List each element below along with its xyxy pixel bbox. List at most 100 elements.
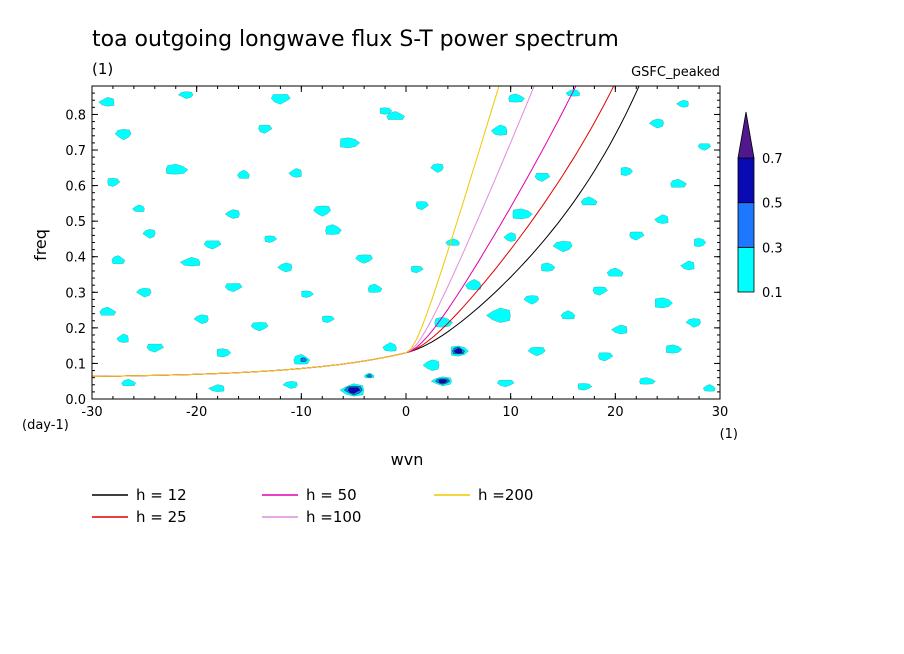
contour-patch xyxy=(288,168,302,178)
chart-title: toa outgoing longwave flux S-T power spe… xyxy=(92,27,619,52)
legend-label: h =200 xyxy=(478,486,533,504)
contour-patch xyxy=(512,208,533,220)
contour-patch xyxy=(445,238,460,246)
chart-subtitle-model: GSFC_peaked xyxy=(631,65,720,80)
series-line xyxy=(92,86,577,377)
contour-patch xyxy=(534,173,551,182)
contour-patch xyxy=(271,94,291,105)
colorbar-label: 0.3 xyxy=(762,241,783,256)
contour-patch xyxy=(325,224,342,235)
contour-patch xyxy=(438,379,448,384)
contour-patch xyxy=(434,316,453,328)
contour-patch xyxy=(98,97,115,107)
series-line xyxy=(92,86,500,377)
contour-patch xyxy=(527,347,546,356)
contour-patch xyxy=(680,260,695,270)
contour-patch xyxy=(416,201,429,210)
contour-patch xyxy=(348,387,361,394)
chart-subtitle-unit: (1) xyxy=(92,60,113,78)
x-tick-label: 0 xyxy=(402,405,410,420)
contour-patch xyxy=(508,93,525,103)
y-axis-label: freq xyxy=(31,229,50,261)
contour-patch xyxy=(111,255,125,264)
contour-patch xyxy=(670,179,687,188)
contour-patch xyxy=(685,318,701,328)
contour-patch xyxy=(496,380,515,387)
contour-patch xyxy=(611,324,628,335)
series-line xyxy=(92,86,615,377)
colorbar-label: 0.7 xyxy=(762,152,783,167)
contour-patch xyxy=(606,267,624,277)
contour-patch xyxy=(666,344,683,354)
contour-patch xyxy=(114,129,132,140)
contour-patch xyxy=(136,288,152,298)
x-tick-label: 20 xyxy=(607,405,624,420)
x-tick-label: -30 xyxy=(81,405,102,420)
contour-patch xyxy=(208,384,225,392)
contour-patch xyxy=(301,290,314,298)
contour-patch xyxy=(560,310,575,320)
contour-patch xyxy=(203,240,222,250)
contour-patch xyxy=(217,348,232,358)
contour-patch xyxy=(592,286,608,296)
legend-label: h =100 xyxy=(306,508,361,526)
contour-patch xyxy=(491,124,507,136)
contour-patch xyxy=(386,111,405,120)
contour-patch xyxy=(355,254,373,264)
dispersion-curves xyxy=(92,86,640,377)
y-tick-label: 0.3 xyxy=(65,286,86,301)
contour-patch xyxy=(237,169,250,179)
contour-patch xyxy=(225,283,243,292)
contour-patch xyxy=(379,107,393,115)
contour-patch xyxy=(300,357,308,363)
y-tick-label: 0.2 xyxy=(65,322,86,337)
contour-patch xyxy=(340,137,360,149)
x-tick-label: -10 xyxy=(291,405,312,420)
colorbar-label: 0.5 xyxy=(762,197,783,212)
contour-patch xyxy=(552,241,573,252)
contour-patch xyxy=(453,348,463,354)
contour-patch xyxy=(649,118,664,129)
contour-patch xyxy=(523,295,539,305)
legend-label: h = 50 xyxy=(306,486,357,504)
contour-patch xyxy=(382,342,397,352)
contour-patch xyxy=(655,297,673,309)
axes: -30 -20 -10 0 10 20 30 0.0 0.1 0.2 0.3 0.4 0.5 0.6 0.7… xyxy=(65,86,728,420)
legend: h = 12 h = 25 h = 50 h =100 h =200 xyxy=(92,486,533,526)
contour-patch xyxy=(541,262,556,272)
contour-patch xyxy=(282,381,298,389)
series-line xyxy=(92,86,535,377)
contour-patch xyxy=(178,91,194,99)
contour-patch xyxy=(366,374,372,378)
contour-patch xyxy=(580,196,598,206)
contour-patch xyxy=(620,167,633,176)
colorbar-swatch xyxy=(737,202,755,248)
contour-patch xyxy=(694,238,707,247)
contour-patch xyxy=(486,307,511,323)
legend-label: h = 12 xyxy=(136,486,187,504)
contour-patch xyxy=(193,314,209,324)
contour-patch xyxy=(264,235,277,243)
contour-patch xyxy=(121,379,136,386)
y-tick-label: 0.8 xyxy=(65,108,86,123)
contour-patch xyxy=(503,232,516,242)
contour-patch xyxy=(250,322,269,332)
contour-patch xyxy=(107,178,120,187)
y-axis-unit: (day-1) xyxy=(22,418,69,433)
contour-patch xyxy=(225,209,240,219)
contour-patch xyxy=(422,359,440,371)
y-tick-label: 0.5 xyxy=(65,215,86,230)
contour-patch xyxy=(654,214,669,224)
colorbar-label: 0.1 xyxy=(762,286,783,301)
x-tick-label: -20 xyxy=(186,405,207,420)
colorbar: 0.1 0.3 0.5 0.7 xyxy=(737,111,783,301)
y-tick-label: 0.4 xyxy=(65,251,86,266)
colorbar-swatch xyxy=(737,157,755,204)
contour-patch xyxy=(146,343,164,353)
contour-patch xyxy=(430,163,444,173)
contour-patch xyxy=(676,100,689,108)
contour-patch xyxy=(99,306,116,316)
x-tick-label: 10 xyxy=(502,405,519,420)
contour-patch xyxy=(258,125,273,134)
